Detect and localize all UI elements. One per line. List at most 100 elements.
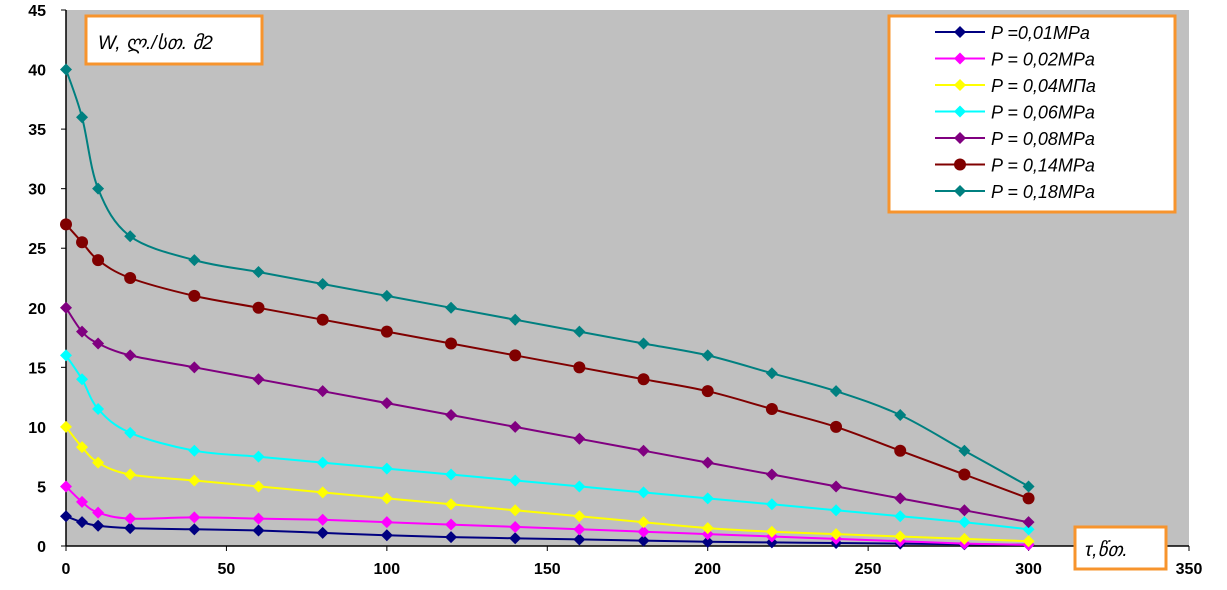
legend-swatch-marker bbox=[954, 132, 966, 144]
data-point bbox=[573, 523, 586, 536]
data-point bbox=[637, 486, 650, 499]
data-point bbox=[509, 532, 522, 545]
data-point bbox=[1022, 523, 1035, 536]
data-point bbox=[188, 474, 201, 487]
legend-entry-label: P =0,01MPa bbox=[991, 23, 1090, 43]
series-group bbox=[60, 349, 1035, 536]
data-point bbox=[894, 492, 907, 505]
data-point bbox=[60, 480, 72, 493]
data-point bbox=[76, 516, 89, 529]
data-point bbox=[316, 456, 329, 469]
data-point bbox=[701, 456, 714, 469]
data-point bbox=[92, 519, 105, 532]
data-point bbox=[92, 403, 105, 416]
legend-swatch-marker bbox=[954, 185, 966, 197]
data-point bbox=[637, 525, 650, 538]
data-point bbox=[124, 522, 137, 535]
data-point bbox=[701, 385, 714, 398]
data-point bbox=[124, 230, 137, 243]
data-point bbox=[830, 480, 843, 493]
y-tick-label: 40 bbox=[28, 63, 46, 80]
data-point bbox=[1022, 535, 1035, 548]
y-tick-label: 25 bbox=[28, 241, 46, 258]
data-point bbox=[573, 361, 586, 374]
data-point bbox=[252, 301, 265, 314]
data-point bbox=[701, 535, 714, 548]
x-tick-label: 300 bbox=[1015, 561, 1042, 578]
data-point bbox=[252, 450, 265, 463]
legend-entry-label: P = 0,18MPa bbox=[991, 182, 1095, 202]
series-group bbox=[60, 63, 1035, 493]
xlabel-box bbox=[1073, 525, 1168, 571]
legend-swatch-marker bbox=[954, 105, 966, 118]
data-point bbox=[76, 111, 89, 124]
data-point bbox=[188, 254, 201, 267]
data-point bbox=[765, 367, 778, 380]
data-point bbox=[445, 337, 458, 350]
x-tick-label: 0 bbox=[62, 561, 71, 578]
data-point bbox=[252, 480, 265, 493]
data-point bbox=[894, 510, 907, 523]
data-point bbox=[445, 498, 458, 511]
data-point bbox=[765, 498, 778, 511]
data-point bbox=[188, 523, 201, 536]
y-tick-label: 45 bbox=[28, 3, 46, 20]
data-point bbox=[60, 301, 72, 314]
data-point bbox=[894, 444, 907, 457]
data-point bbox=[958, 516, 971, 529]
data-point bbox=[958, 444, 971, 457]
y-tick-label: 5 bbox=[37, 479, 46, 496]
legend-entry-label: P = 0,02MPa bbox=[991, 50, 1095, 70]
series-group bbox=[60, 218, 1035, 505]
data-point bbox=[894, 530, 907, 543]
data-point bbox=[316, 313, 329, 326]
data-point bbox=[124, 512, 137, 525]
data-point bbox=[445, 531, 458, 544]
data-point bbox=[60, 510, 72, 523]
x-tick-label: 100 bbox=[374, 561, 401, 578]
data-point bbox=[76, 495, 89, 508]
data-point bbox=[509, 474, 522, 487]
data-point bbox=[380, 462, 393, 475]
data-point bbox=[509, 520, 522, 533]
y-tick-label: 10 bbox=[28, 420, 46, 437]
data-point bbox=[188, 289, 201, 302]
data-point bbox=[76, 441, 89, 454]
data-point bbox=[92, 506, 105, 519]
data-point bbox=[573, 510, 586, 523]
legend-box bbox=[887, 14, 1177, 214]
data-point bbox=[830, 528, 843, 541]
data-point bbox=[316, 513, 329, 526]
data-point bbox=[573, 533, 586, 546]
x-tick-label: 200 bbox=[694, 561, 721, 578]
data-point bbox=[1022, 480, 1035, 493]
data-point bbox=[252, 524, 265, 537]
data-point bbox=[765, 403, 778, 416]
legend-swatch-marker bbox=[954, 26, 966, 38]
data-point bbox=[380, 289, 393, 302]
legend: P =0,01MPa P = 0,02MPa P = 0,04MПa P = 0,06… bbox=[887, 14, 1177, 214]
data-point bbox=[573, 432, 586, 445]
data-point bbox=[573, 325, 586, 338]
data-point bbox=[316, 385, 329, 398]
data-point bbox=[445, 468, 458, 481]
x-tick-label: 150 bbox=[534, 561, 561, 578]
data-point bbox=[92, 337, 105, 350]
data-point bbox=[830, 504, 843, 517]
legend-swatch-marker bbox=[954, 79, 966, 91]
x-tick-label: 350 bbox=[1176, 561, 1203, 578]
legend-entry-label: P = 0,14MPa bbox=[991, 156, 1095, 176]
x-tick-label: 50 bbox=[218, 561, 236, 578]
legend-swatch-marker bbox=[954, 158, 966, 171]
y-axis-label: W, ლ./სთ. მ2 bbox=[98, 33, 213, 54]
data-point bbox=[509, 313, 522, 326]
data-point bbox=[701, 492, 714, 505]
legend-swatch-marker bbox=[954, 52, 966, 65]
data-point bbox=[76, 325, 89, 338]
data-point bbox=[380, 492, 393, 505]
data-point bbox=[60, 349, 72, 362]
series-group bbox=[60, 301, 1035, 529]
data-point bbox=[445, 301, 458, 314]
data-point bbox=[958, 504, 971, 517]
